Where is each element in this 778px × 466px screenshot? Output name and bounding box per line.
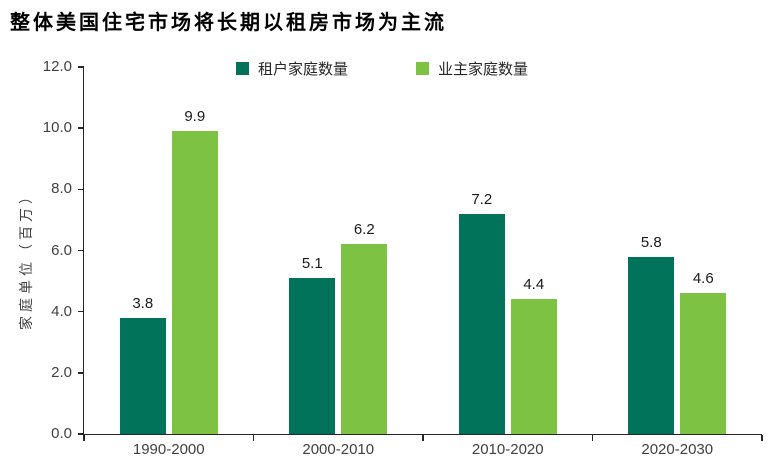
bar-value-label-owner-2020-2030: 4.6 <box>692 270 714 288</box>
x-axis-line <box>82 433 762 435</box>
y-tick-label: 8.0 <box>51 180 72 198</box>
legend-item-owner: 业主家庭数量 <box>416 60 529 78</box>
y-axis-tick <box>78 310 84 313</box>
bar-value-label-owner-1990-2000: 9.9 <box>184 108 206 126</box>
bar-owner-2020-2030 <box>680 293 727 434</box>
y-axis-tick <box>78 66 84 68</box>
x-tick-label: 2010-2020 <box>471 441 544 458</box>
legend-item-renter: 租户家庭数量 <box>236 60 349 78</box>
y-axis-tick <box>78 127 84 129</box>
y-tick-label: 10.0 <box>42 119 72 137</box>
bar-value-label-owner-2010-2020: 4.4 <box>523 276 545 294</box>
bar-value-label-renter-2000-2010: 5.1 <box>301 255 323 273</box>
y-axis-tick <box>78 249 84 252</box>
bar-renter-2000-2010 <box>289 278 336 434</box>
x-axis-tick <box>761 435 763 441</box>
bar-renter-1990-2000 <box>119 317 166 434</box>
bar-value-label-owner-2000-2010: 6.2 <box>353 221 375 239</box>
bar-owner-1990-2000 <box>171 131 218 434</box>
y-axis-title: 家庭单位（百万） <box>18 186 34 330</box>
bar-renter-2020-2030 <box>628 256 675 434</box>
x-tick-label: 1990-2000 <box>132 441 205 458</box>
y-tick-label: 2.0 <box>51 363 72 381</box>
y-axis-tick <box>78 372 84 374</box>
x-tick-label: 2000-2010 <box>302 441 375 458</box>
bar-value-label-renter-1990-2000: 3.8 <box>132 294 154 312</box>
x-axis-tick <box>591 435 594 441</box>
legend-label-renter: 租户家庭数量 <box>258 60 349 78</box>
legend: 租户家庭数量 业主家庭数量 <box>0 60 778 78</box>
bar-value-label-renter-2010-2020: 7.2 <box>471 190 493 208</box>
chart-title: 整体美国住宅市场将长期以租房市场为主流 <box>10 10 447 34</box>
bar-owner-2010-2020 <box>510 299 557 434</box>
y-tick-label: 12.0 <box>42 58 72 75</box>
y-tick-label: 0.0 <box>51 425 72 442</box>
plot-area: 0.0 2.0 4.0 6.0 8.0 10.0 12.0 1990-2000 3.8 9.9 20… <box>43 58 763 458</box>
legend-label-owner: 业主家庭数量 <box>438 60 529 78</box>
y-tick-label: 4.0 <box>51 302 72 320</box>
y-axis-tick <box>78 433 84 435</box>
x-axis-tick <box>422 435 424 441</box>
y-axis-tick <box>78 188 84 191</box>
x-axis-tick <box>83 435 85 441</box>
x-axis-tick <box>252 435 255 441</box>
x-tick-label: 2020-2030 <box>641 441 714 458</box>
legend-swatch-renter-icon <box>236 61 249 75</box>
bar-owner-2000-2010 <box>341 244 388 434</box>
bar-renter-2010-2020 <box>458 213 505 434</box>
legend-swatch-owner-icon <box>416 61 429 75</box>
bar-value-label-renter-2020-2030: 5.8 <box>640 233 662 251</box>
y-tick-label: 6.0 <box>51 241 72 259</box>
